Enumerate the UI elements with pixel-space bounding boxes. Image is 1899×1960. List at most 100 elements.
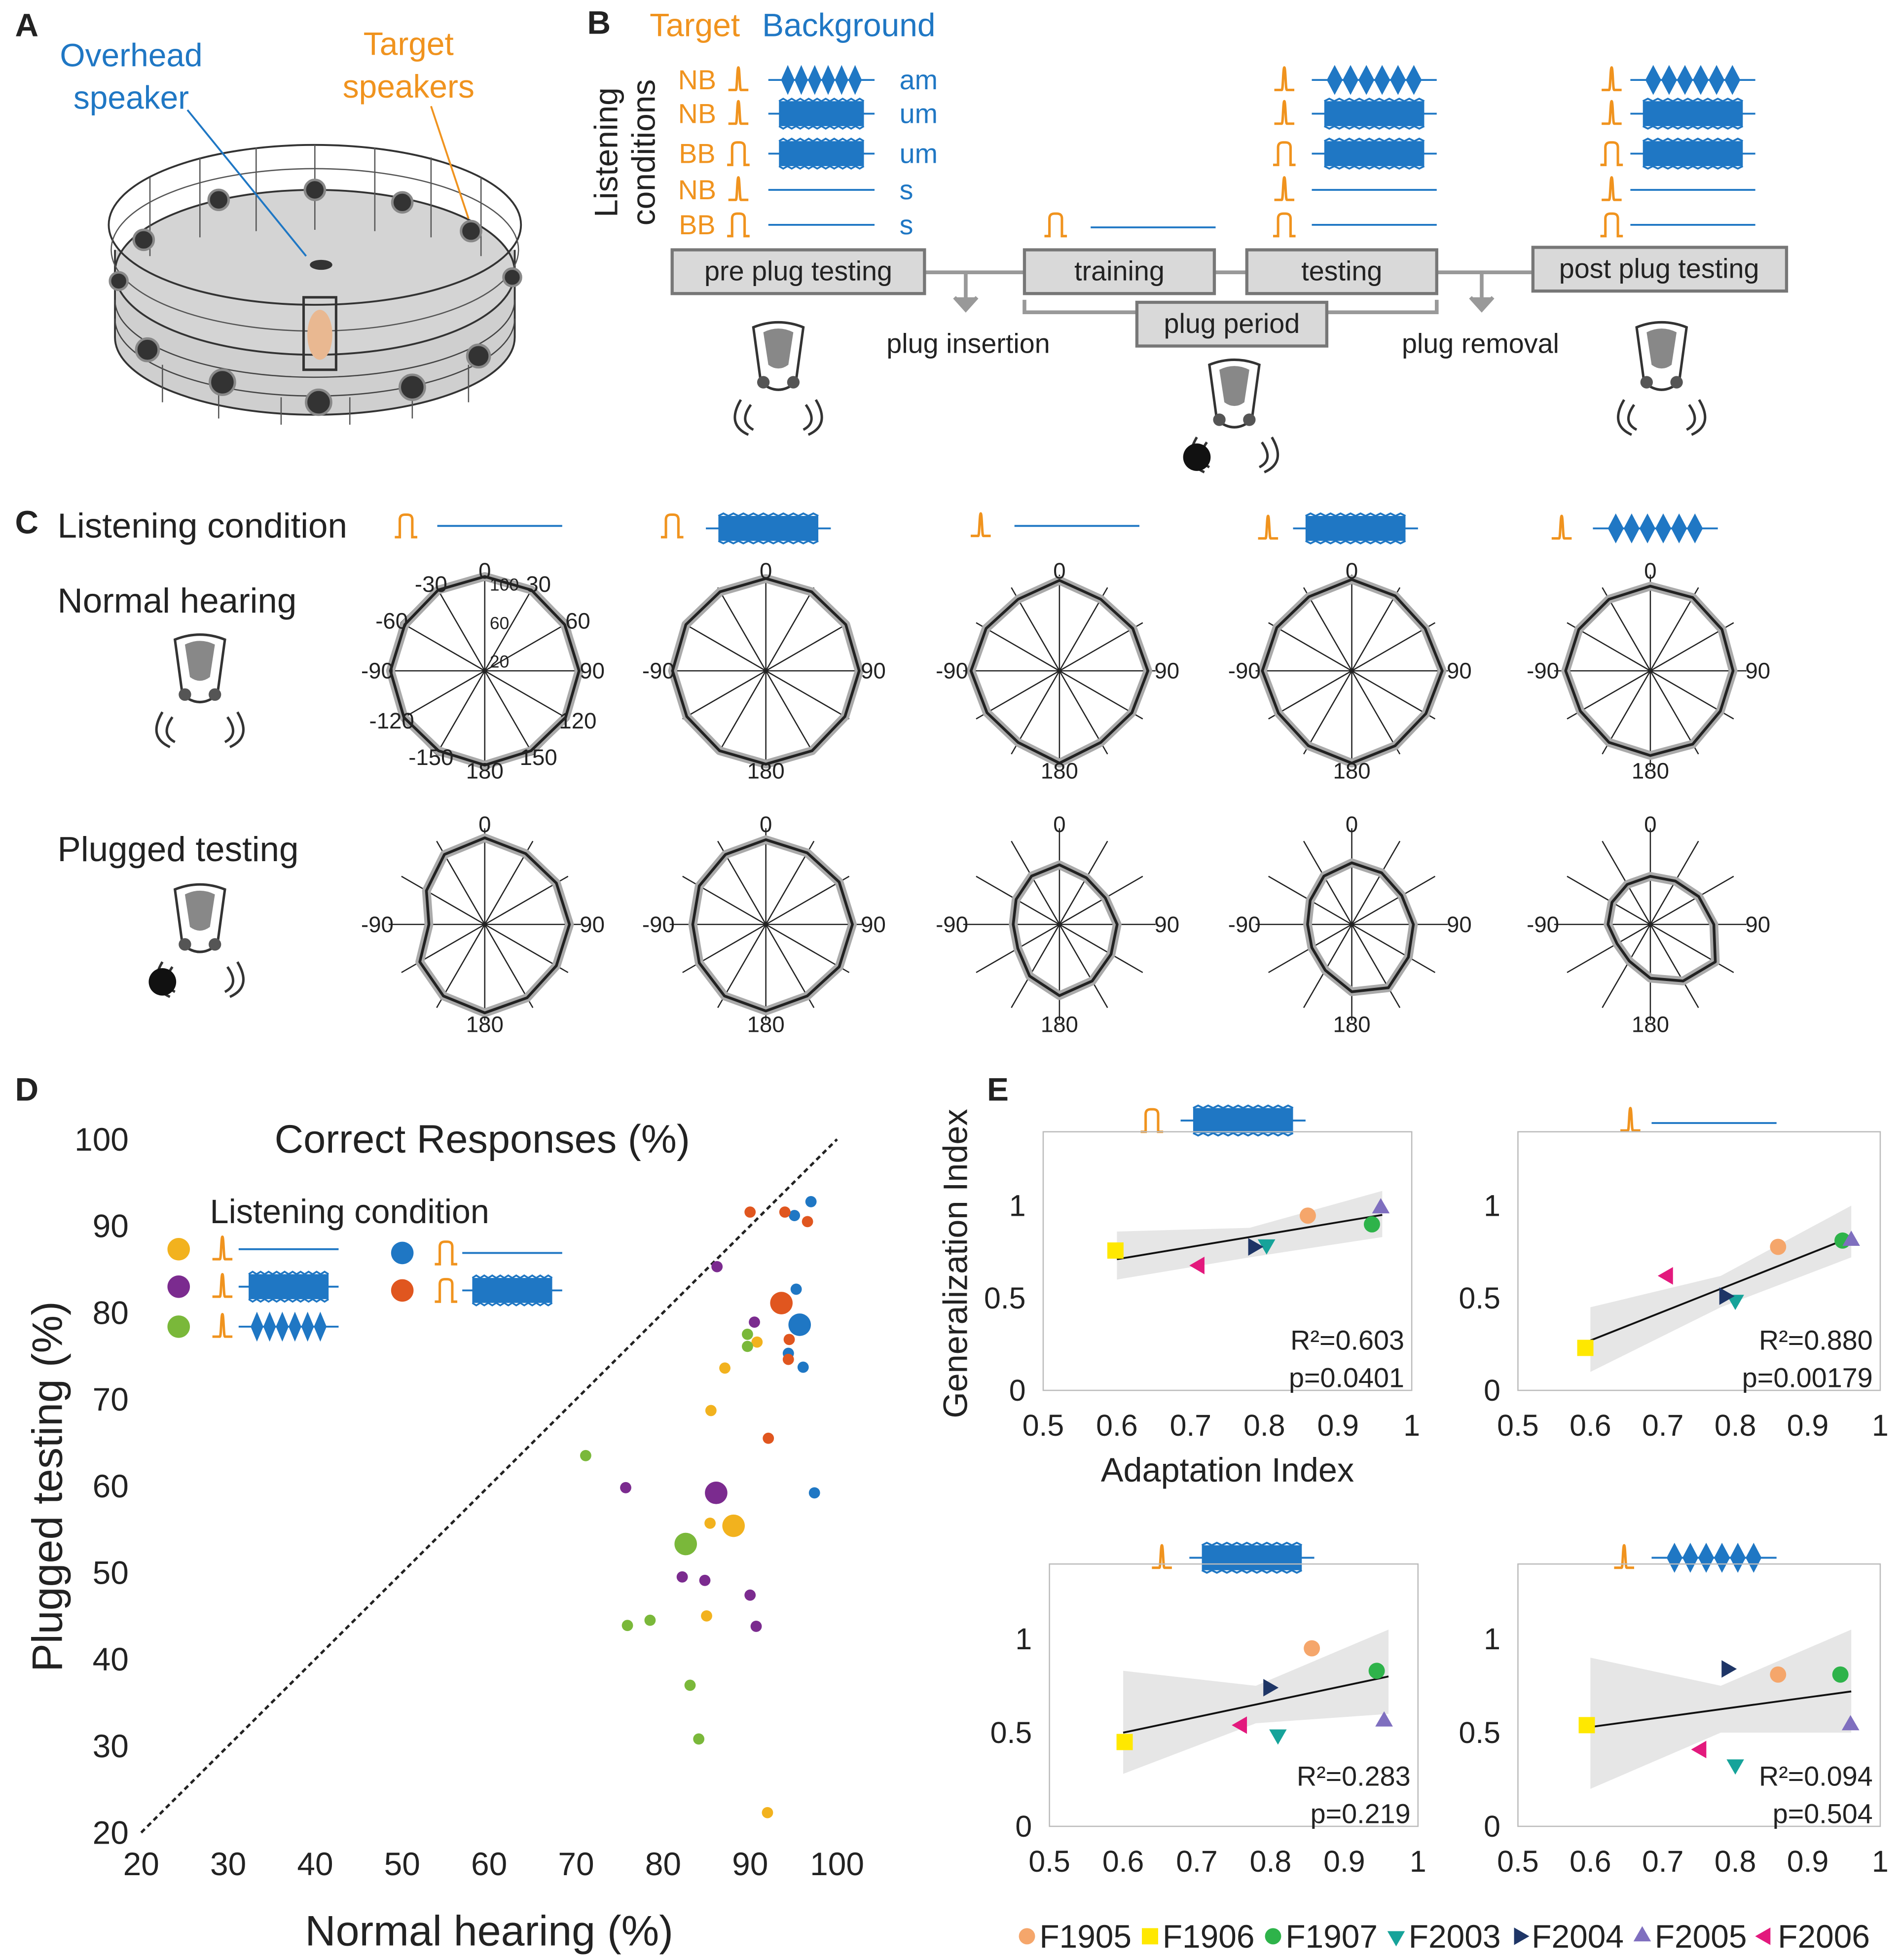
spoke [401, 622, 485, 672]
x-tick-label: 40 [297, 1846, 333, 1882]
x-tick-label: 0.5 [1028, 1845, 1070, 1878]
response-line [389, 575, 581, 767]
dot [779, 1206, 791, 1218]
target-icon [729, 68, 749, 90]
legend-title: Listening condition [210, 1193, 489, 1231]
theta-tick-label: 90 [861, 658, 886, 684]
dot [711, 1261, 723, 1272]
theta-tick-label: -90 [1527, 658, 1559, 684]
point [1363, 1216, 1380, 1233]
background-icon [767, 98, 876, 130]
r-tick-label: 100 [490, 575, 519, 594]
legend-target-icon [435, 1242, 457, 1265]
point [1232, 1716, 1247, 1734]
target-icon [727, 143, 750, 165]
overhead-label: Overhead [60, 36, 202, 73]
fit-line [1590, 1690, 1852, 1728]
stat-annotation: p=0.0401 [1289, 1363, 1404, 1393]
theta-tick-label: -90 [1228, 912, 1261, 937]
theta-tick-label: -30 [415, 572, 447, 597]
phase-box [1023, 248, 1216, 295]
condition-background: am [900, 65, 938, 95]
panel-label: A [15, 7, 38, 43]
y-tick-label: 80 [93, 1294, 129, 1331]
legend-target-icon [213, 1274, 233, 1297]
x-axis-label: Adaptation Index [1101, 1452, 1354, 1489]
r-tick-label: 20 [490, 652, 509, 671]
target-icon [1601, 143, 1623, 165]
dot [705, 1405, 717, 1416]
ferret-head-plugged [148, 884, 243, 997]
background-icon [1629, 138, 1756, 170]
spoke [1650, 875, 1734, 925]
fit-line [1123, 1675, 1389, 1734]
target-icon [1273, 143, 1296, 165]
theta-tick-label: 0 [478, 558, 491, 583]
point [1299, 1207, 1316, 1224]
y-tick-label: 0 [1015, 1810, 1032, 1843]
x-tick-label: 0.7 [1170, 1409, 1211, 1442]
spoke [1650, 924, 1734, 973]
y-label: conditions [625, 79, 661, 226]
theta-tick-label: -60 [375, 608, 408, 633]
theta-tick-label: 180 [1632, 1012, 1669, 1037]
y-tick-label: 90 [93, 1208, 129, 1244]
condition-target: NB [678, 65, 716, 95]
spoke [1351, 587, 1401, 671]
theta-tick-label: -90 [936, 912, 968, 937]
response-line [1261, 578, 1444, 765]
condition-background: s [900, 210, 913, 240]
x-tick-label: 0.7 [1642, 1409, 1683, 1442]
theta-tick-label: -120 [369, 708, 414, 733]
response-line [418, 836, 571, 1015]
dot [790, 1283, 802, 1295]
x-tick-label: 20 [123, 1846, 159, 1882]
y-tick-label: 1 [1484, 1189, 1500, 1223]
y-axis-label: Plugged testing (%) [24, 1301, 71, 1671]
legend-label: F2006 [1778, 1918, 1870, 1955]
target-icon [729, 101, 749, 124]
dot [762, 1807, 773, 1818]
spoke [436, 670, 485, 755]
target-icon [661, 515, 684, 538]
x-tick-label: 0.9 [1787, 1845, 1828, 1878]
line-halo [1604, 871, 1720, 985]
stat-annotation: R²=0.094 [1759, 1761, 1873, 1792]
x-tick-label: 0.8 [1250, 1845, 1291, 1878]
theta-tick-label: -90 [936, 658, 968, 684]
condition-target: NB [678, 98, 716, 129]
legend-marker [1633, 1926, 1651, 1942]
dot [719, 1362, 730, 1374]
plot-frame [1517, 1131, 1881, 1391]
dot [797, 1361, 809, 1373]
point [1691, 1741, 1707, 1758]
legend-background-icon [237, 1270, 340, 1303]
spoke [484, 622, 569, 672]
dot [704, 1517, 716, 1529]
theta-tick-label: 180 [1041, 758, 1078, 783]
y-tick-label: 0.5 [990, 1716, 1032, 1749]
x-tick-label: 60 [471, 1846, 507, 1882]
spoke [1351, 840, 1401, 925]
legend-target-icon [213, 1236, 233, 1259]
legend-target-icon [213, 1314, 233, 1337]
theta-tick-label: 90 [861, 912, 886, 937]
phase-label: training [1074, 256, 1165, 287]
target-icon [1275, 101, 1295, 124]
spoke [1303, 840, 1352, 925]
y-tick-label: 30 [93, 1728, 129, 1764]
condition-target: BB [679, 139, 715, 169]
spoke [1059, 840, 1108, 925]
target-icon [1552, 516, 1572, 539]
chart-title: Correct Responses (%) [275, 1117, 690, 1161]
target-icon [1602, 178, 1622, 200]
x-tick-label: 0.9 [1787, 1409, 1828, 1442]
plug-period-label: plug period [1164, 308, 1300, 339]
y-axis-label: Generalization Index [937, 1109, 975, 1418]
spoke [1268, 622, 1352, 672]
phase-box [1531, 246, 1789, 293]
confidence-band [1123, 1630, 1389, 1774]
target-icon [1141, 1109, 1164, 1132]
background-icon [767, 64, 876, 96]
